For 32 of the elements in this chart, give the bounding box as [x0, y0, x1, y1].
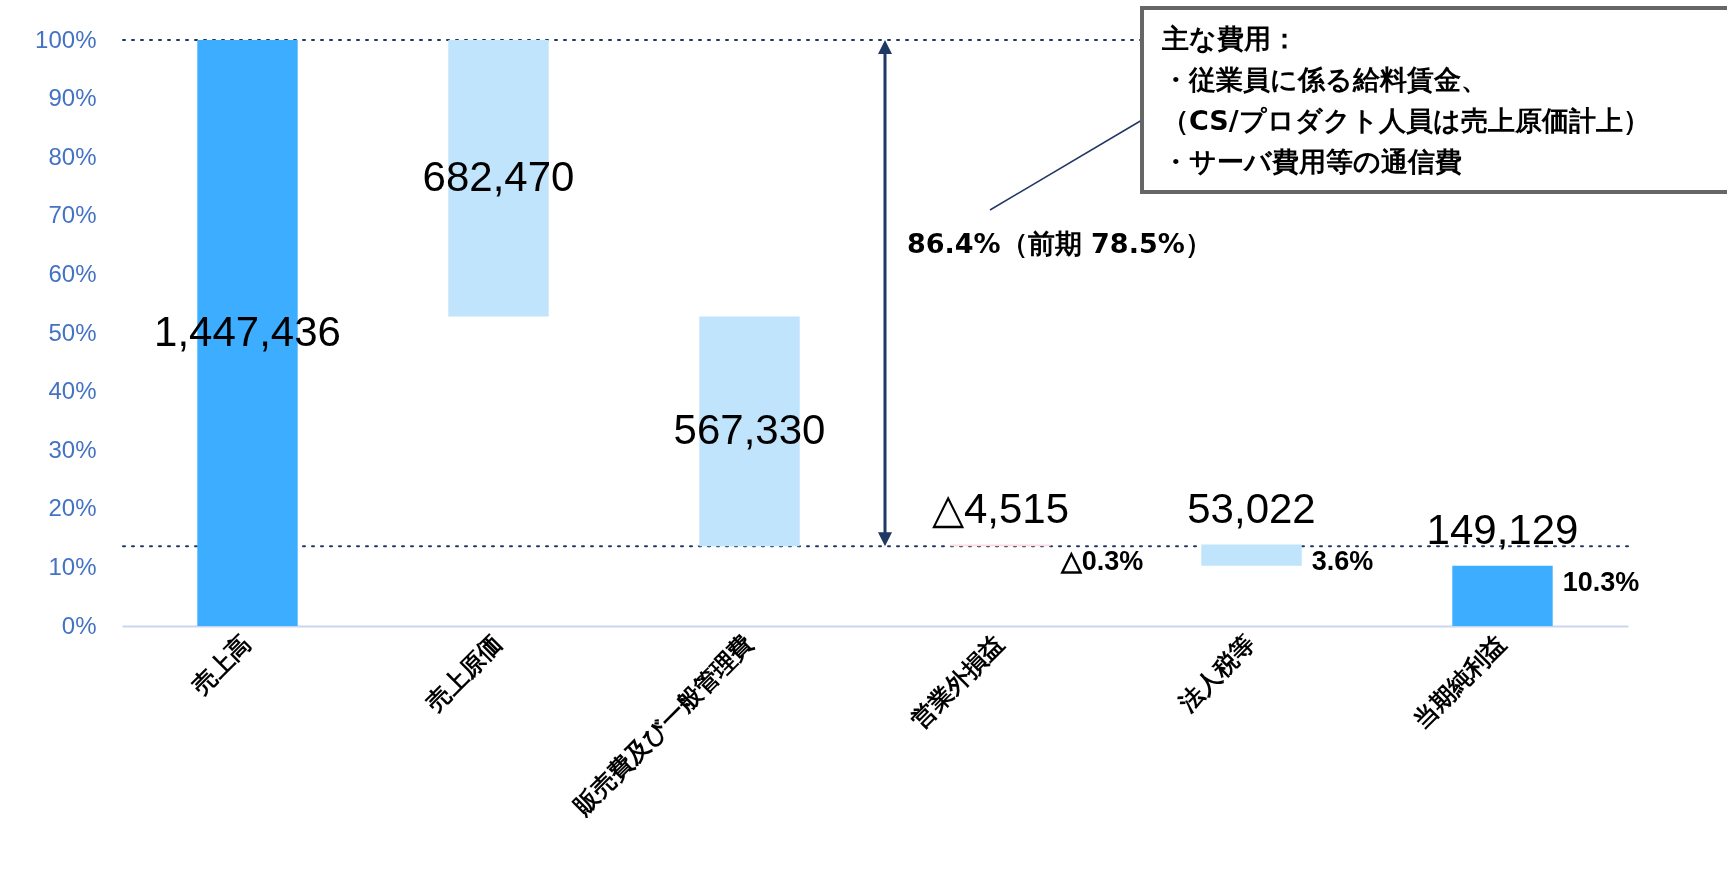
y-tick-label: 40% — [48, 377, 97, 405]
bar — [1201, 544, 1302, 566]
annotation: 682,470 — [422, 153, 575, 201]
annotation: ・従業員に係る給料賃金、 — [1162, 63, 1489, 97]
bar — [1452, 565, 1553, 626]
y-tick-label: 60% — [48, 259, 97, 287]
annotation: （CS/プロダクト人員は売上原価計上） — [1162, 104, 1651, 138]
annotation: 10.3% — [1562, 566, 1640, 597]
y-tick-label: 20% — [48, 494, 97, 522]
x-tick-label: 売上原価 — [420, 629, 508, 718]
y-tick-label: 30% — [48, 435, 97, 463]
y-tick-label: 100% — [35, 25, 97, 53]
y-tick-label: 0% — [61, 611, 97, 639]
x-tick-label: 法人税等 — [1172, 629, 1261, 719]
y-tick-label: 80% — [48, 142, 97, 170]
x-tick-label: 販売費及び一般管理費 — [567, 629, 759, 821]
annotation: 主な費用： — [1162, 22, 1299, 56]
y-tick-label: 90% — [48, 84, 97, 112]
annotation: 86.4%（前期 78.5%） — [907, 227, 1212, 261]
annotation: △0.3% — [1059, 545, 1144, 576]
x-tick-label: 売上高 — [185, 629, 257, 701]
annotation: 53,022 — [1187, 484, 1316, 532]
y-tick-label: 10% — [48, 552, 97, 580]
x-tick-label: 営業外損益 — [905, 629, 1010, 735]
annotation: ・サーバ費用等の通信費 — [1162, 145, 1463, 179]
annotation: 567,330 — [673, 406, 826, 454]
annotation: △4,515 — [931, 484, 1070, 532]
y-tick-label: 70% — [48, 201, 97, 229]
annotation: 3.6% — [1311, 545, 1374, 576]
annotation: 149,129 — [1426, 505, 1579, 553]
y-tick-label: 50% — [48, 318, 97, 346]
x-tick-label: 当期純利益 — [1407, 629, 1512, 735]
